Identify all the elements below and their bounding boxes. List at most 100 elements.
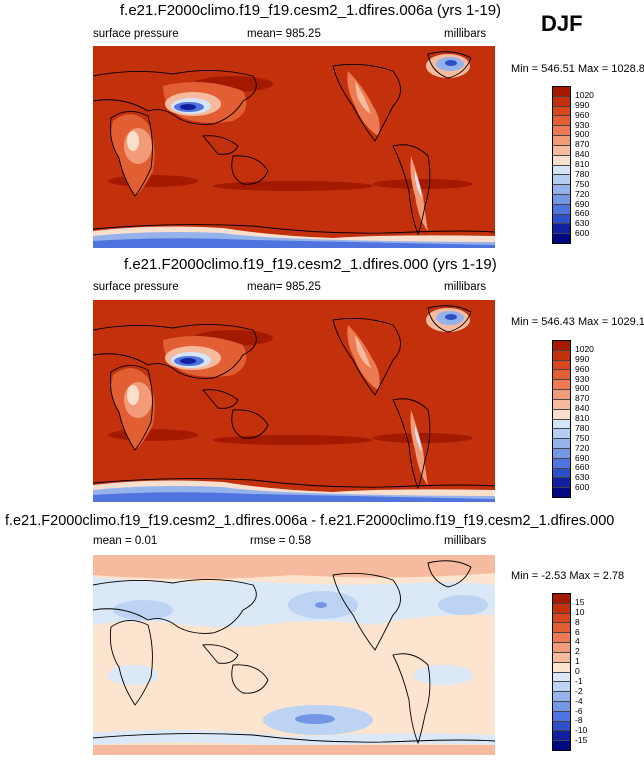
panel2-map xyxy=(93,300,495,502)
colorbar-swatch xyxy=(553,419,570,430)
colorbar-tick-label: 10 xyxy=(575,606,585,617)
colorbar-tick-label: -10 xyxy=(575,725,588,736)
colorbar-tick-label: 900 xyxy=(575,129,590,140)
colorbar-tick-label: 15 xyxy=(575,596,585,607)
colorbar-tick-label: 1 xyxy=(575,656,580,667)
colorbar-swatch xyxy=(553,643,570,653)
colorbar-tick-label: -15 xyxy=(575,735,588,746)
panel3-rmse: rmse = 0.58 xyxy=(250,535,312,547)
colorbar-tick-label: 870 xyxy=(575,139,590,150)
colorbar-swatch xyxy=(553,652,570,663)
colorbar-tick-label: 960 xyxy=(575,363,590,374)
panel3-mean: mean = 0.01 xyxy=(93,535,158,547)
colorbar-swatch xyxy=(553,594,570,604)
panel3-title: f.e21.F2000climo.f19_f19.cesm2_1.dfires.… xyxy=(5,513,615,529)
colorbar-swatch xyxy=(553,439,570,449)
colorbar-swatch xyxy=(553,224,570,235)
colorbar-tick-label: 720 xyxy=(575,442,590,453)
colorbar-swatch xyxy=(553,136,570,146)
colorbar-swatch xyxy=(553,341,570,351)
colorbar-tick-label: -4 xyxy=(575,695,583,706)
colorbar-tick-label: 630 xyxy=(575,472,590,483)
colorbar-tick-label: 990 xyxy=(575,99,590,110)
panel2-variable: surface pressure xyxy=(93,281,179,293)
colorbar-tick-label: 1020 xyxy=(575,343,594,354)
colorbar-tick-label: 6 xyxy=(575,626,580,637)
colorbar-swatch xyxy=(553,662,570,673)
panel2-colorbar: 1020 990 960 930 900 870 840 810 780 750 720 690 660… xyxy=(552,340,594,498)
colorbar-swatch xyxy=(553,692,570,702)
colorbar-swatch xyxy=(553,126,570,137)
panel3-colorbar-swatches xyxy=(552,593,571,751)
colorbar-swatch xyxy=(553,409,570,420)
colorbar-tick-label: 840 xyxy=(575,149,590,160)
colorbar-swatch xyxy=(553,87,570,97)
panel3-minmax: Min = -2.53 Max = 2.78 xyxy=(511,570,625,582)
colorbar-swatch xyxy=(553,711,570,722)
colorbar-tick-label: 1020 xyxy=(575,89,594,100)
colorbar-tick-label: 750 xyxy=(575,432,590,443)
colorbar-tick-label: 2 xyxy=(575,646,580,657)
colorbar-swatch xyxy=(553,360,570,371)
colorbar-tick-label: 810 xyxy=(575,413,590,423)
colorbar-tick-label: 8 xyxy=(575,616,580,627)
panel3-colorbar: 15 10 8 6 4 2 1 0 -1 -2 -4 -6 -8 -10 -15 xyxy=(552,593,587,751)
colorbar-swatch xyxy=(553,682,570,693)
colorbar-swatch xyxy=(553,623,570,634)
colorbar-swatch xyxy=(553,370,570,381)
colorbar-tick-label: 870 xyxy=(575,393,590,404)
colorbar-swatch xyxy=(553,214,570,225)
panel2-title: f.e21.F2000climo.f19_f19.cesm2_1.dfires.… xyxy=(124,256,497,273)
colorbar-swatch xyxy=(553,701,570,712)
colorbar-tick-label: 600 xyxy=(575,228,590,239)
panel2-units: millibars xyxy=(444,281,487,293)
panel1-map xyxy=(93,46,495,248)
colorbar-swatch xyxy=(553,145,570,156)
colorbar-swatch xyxy=(553,458,570,469)
colorbar-tick-label: 930 xyxy=(575,119,590,130)
panel3-units: millibars xyxy=(444,535,487,547)
colorbar-swatch xyxy=(553,194,570,205)
colorbar-swatch xyxy=(553,478,570,489)
panel2-mean: mean= 985.25 xyxy=(247,281,321,293)
panel2-colorbar-swatches xyxy=(552,340,571,498)
colorbar-swatch xyxy=(553,96,570,107)
colorbar-tick-label: 900 xyxy=(575,383,590,394)
colorbar-swatch xyxy=(553,380,570,391)
colorbar-swatch xyxy=(553,116,570,127)
colorbar-tick-label: 690 xyxy=(575,452,590,463)
panel1-title: f.e21.F2000climo.f19_f19.cesm2_1.dfires.… xyxy=(120,2,502,19)
panel1-colorbar: 1020 990 960 930 900 870 840 810 780 750 720 690 660… xyxy=(552,86,594,244)
panel1-minmax: Min = 546.51 Max = 1028.88 xyxy=(511,63,644,75)
colorbar-swatch xyxy=(553,429,570,440)
colorbar-tick-label: 780 xyxy=(575,168,590,179)
colorbar-swatch xyxy=(553,488,570,497)
colorbar-tick-label: -1 xyxy=(575,675,583,686)
colorbar-swatch xyxy=(553,741,570,750)
colorbar-tick-label: 630 xyxy=(575,218,590,229)
panel2-minmax: Min = 546.43 Max = 1029.10 xyxy=(511,316,644,328)
colorbar-tick-label: 0 xyxy=(575,666,580,676)
colorbar-swatch xyxy=(553,672,570,683)
colorbar-tick-label: -6 xyxy=(575,705,583,716)
colorbar-swatch xyxy=(553,448,570,459)
colorbar-swatch xyxy=(553,234,570,243)
colorbar-swatch xyxy=(553,633,570,644)
colorbar-swatch xyxy=(553,165,570,176)
colorbar-tick-label: 990 xyxy=(575,353,590,364)
colorbar-tick-label: 600 xyxy=(575,482,590,493)
colorbar-tick-label: 930 xyxy=(575,373,590,384)
colorbar-swatch xyxy=(553,721,570,732)
colorbar-swatch xyxy=(553,399,570,410)
colorbar-tick-label: 690 xyxy=(575,198,590,209)
colorbar-swatch xyxy=(553,731,570,742)
colorbar-swatch xyxy=(553,468,570,479)
season-label: DJF xyxy=(541,11,583,36)
colorbar-tick-label: -8 xyxy=(575,715,583,726)
panel3-map xyxy=(93,555,495,755)
panel1-units: millibars xyxy=(444,28,487,40)
panel1-colorbar-swatches xyxy=(552,86,571,244)
colorbar-swatch xyxy=(553,106,570,117)
colorbar-swatch xyxy=(553,350,570,361)
panel1-mean: mean= 985.25 xyxy=(247,28,321,40)
